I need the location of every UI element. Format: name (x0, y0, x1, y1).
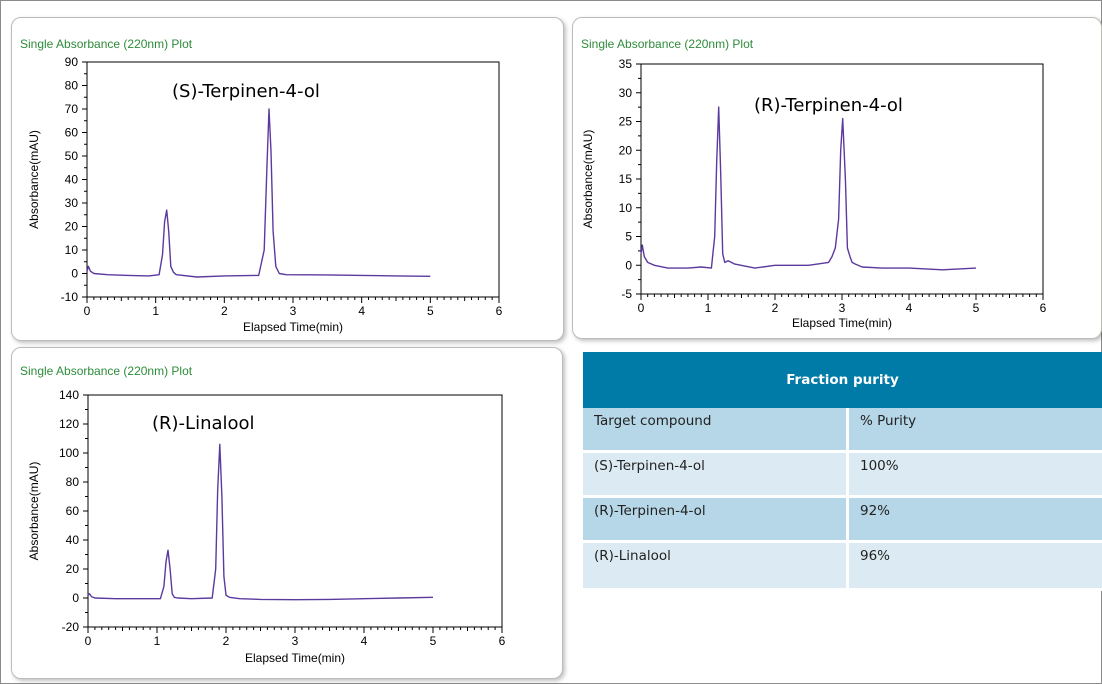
plot-area (87, 394, 503, 628)
y-tick-label: 90 (65, 55, 79, 69)
y-tick-label: 20 (65, 220, 79, 234)
purity-cell: 100% (847, 451, 1102, 498)
purity-table-header-row: Fraction purity (583, 352, 1102, 408)
y-tick-label: 50 (65, 149, 79, 163)
x-tick-label: 0 (85, 634, 92, 648)
y-tick-label: 20 (66, 562, 80, 576)
y-tick-label: 35 (619, 57, 633, 71)
y-tick-label: 5 (625, 230, 632, 244)
y-tick-label: 60 (65, 126, 79, 140)
y-tick-label: 10 (65, 243, 79, 257)
x-tick-label: 1 (705, 301, 712, 315)
y-axis-label: Absorbance(mAU) (27, 130, 41, 229)
purity-cell: 92% (847, 496, 1102, 543)
x-tick-label: 6 (1040, 301, 1047, 315)
y-tick-label: 0 (71, 267, 78, 281)
y-axis-label: Absorbance(mAU) (581, 130, 595, 229)
compound-cell: (R)-Linalool (583, 541, 849, 591)
y-tick-label: -5 (621, 287, 632, 301)
absorbance-trace (640, 106, 977, 271)
y-tick-label: 40 (66, 533, 80, 547)
chromatogram-panel-r-linalool: Single Absorbance (220nm) Plot -20 0 20 40 60… (11, 347, 563, 679)
y-tick-label: 30 (65, 196, 79, 210)
x-tick-label: 4 (906, 301, 913, 315)
compound-annotation: (R)-Linalool (152, 413, 255, 434)
chromatogram-chart: Single Absorbance (220nm) Plot-505101520… (581, 37, 1047, 330)
y-tick-label: 25 (619, 115, 633, 129)
absorbance-trace (87, 443, 434, 601)
purity-table-row: (R)-Terpinen-4-ol 92% (583, 496, 1102, 543)
y-tick-label: 40 (65, 173, 79, 187)
compound-cell: (S)-Terpinen-4-ol (583, 451, 849, 498)
column-header-purity: % Purity (847, 408, 1102, 453)
column-header-target-compound: Target compound (583, 408, 849, 453)
x-tick-label: 4 (358, 304, 365, 318)
x-tick-label: 5 (430, 634, 437, 648)
y-tick-label: 15 (619, 172, 633, 186)
x-tick-label: 3 (290, 304, 297, 318)
x-tick-label: 3 (292, 634, 299, 648)
chromatogram-chart: Single Absorbance (220nm) Plot-100102030… (20, 37, 503, 334)
absorbance-trace (86, 108, 431, 278)
purity-cell: 96% (847, 541, 1102, 591)
x-tick-label: 3 (839, 301, 846, 315)
compound-annotation: (R)-Terpinen-4-ol (754, 95, 903, 116)
x-tick-label: 6 (496, 304, 503, 318)
plot-title: Single Absorbance (220nm) Plot (581, 37, 754, 51)
x-tick-label: 5 (427, 304, 434, 318)
y-tick-label: 30 (619, 86, 633, 100)
x-tick-label: 1 (154, 634, 161, 648)
y-tick-label: 10 (619, 201, 633, 215)
x-tick-label: 1 (152, 304, 159, 318)
x-tick-label: 0 (638, 301, 645, 315)
y-tick-label: 140 (59, 388, 79, 402)
x-axis-label: Elapsed Time(min) (792, 316, 892, 330)
purity-table-title: Fraction purity (583, 352, 1102, 408)
y-tick-label: -10 (61, 290, 79, 304)
x-tick-label: 2 (221, 304, 228, 318)
y-axis-label: Absorbance(mAU) (27, 462, 41, 561)
y-tick-label: 60 (66, 504, 80, 518)
x-tick-label: 2 (772, 301, 779, 315)
purity-table-row: (R)-Linalool 96% (583, 541, 1102, 591)
compound-annotation: (S)-Terpinen-4-ol (172, 81, 320, 102)
y-tick-label: 0 (625, 258, 632, 272)
x-tick-label: 0 (84, 304, 91, 318)
purity-table-column-row: Target compound % Purity (583, 408, 1102, 453)
x-axis-label: Elapsed Time(min) (243, 320, 343, 334)
plot-title: Single Absorbance (220nm) Plot (20, 37, 193, 51)
y-tick-label: 120 (59, 417, 79, 431)
x-tick-label: 4 (361, 634, 368, 648)
x-axis-label: Elapsed Time(min) (245, 651, 345, 665)
x-tick-label: 6 (499, 634, 506, 648)
x-tick-label: 2 (223, 634, 230, 648)
chromatogram-chart: Single Absorbance (220nm) Plot-200204060… (20, 364, 506, 665)
y-tick-label: 80 (66, 475, 80, 489)
purity-table-row: (S)-Terpinen-4-ol 100% (583, 451, 1102, 498)
chromatogram-panel-r-terpinen-4-ol: Single Absorbance (220nm) Plot -5 0 5 10 15 20… (572, 17, 1102, 339)
compound-cell: (R)-Terpinen-4-ol (583, 496, 849, 543)
y-tick-label: -20 (62, 620, 80, 634)
purity-table: Fraction purity Target compound % Purity… (583, 352, 1102, 591)
plot-title: Single Absorbance (220nm) Plot (20, 364, 193, 378)
chromatogram-panel-s-terpinen-4-ol: Single Absorbance (220nm) Plot -10 0 10 20 30… (11, 17, 564, 341)
x-tick-label: 5 (973, 301, 980, 315)
y-tick-label: 20 (619, 143, 633, 157)
y-tick-label: 100 (59, 446, 79, 460)
y-tick-label: 70 (65, 102, 79, 116)
y-tick-label: 0 (72, 591, 79, 605)
y-tick-label: 80 (65, 79, 79, 93)
